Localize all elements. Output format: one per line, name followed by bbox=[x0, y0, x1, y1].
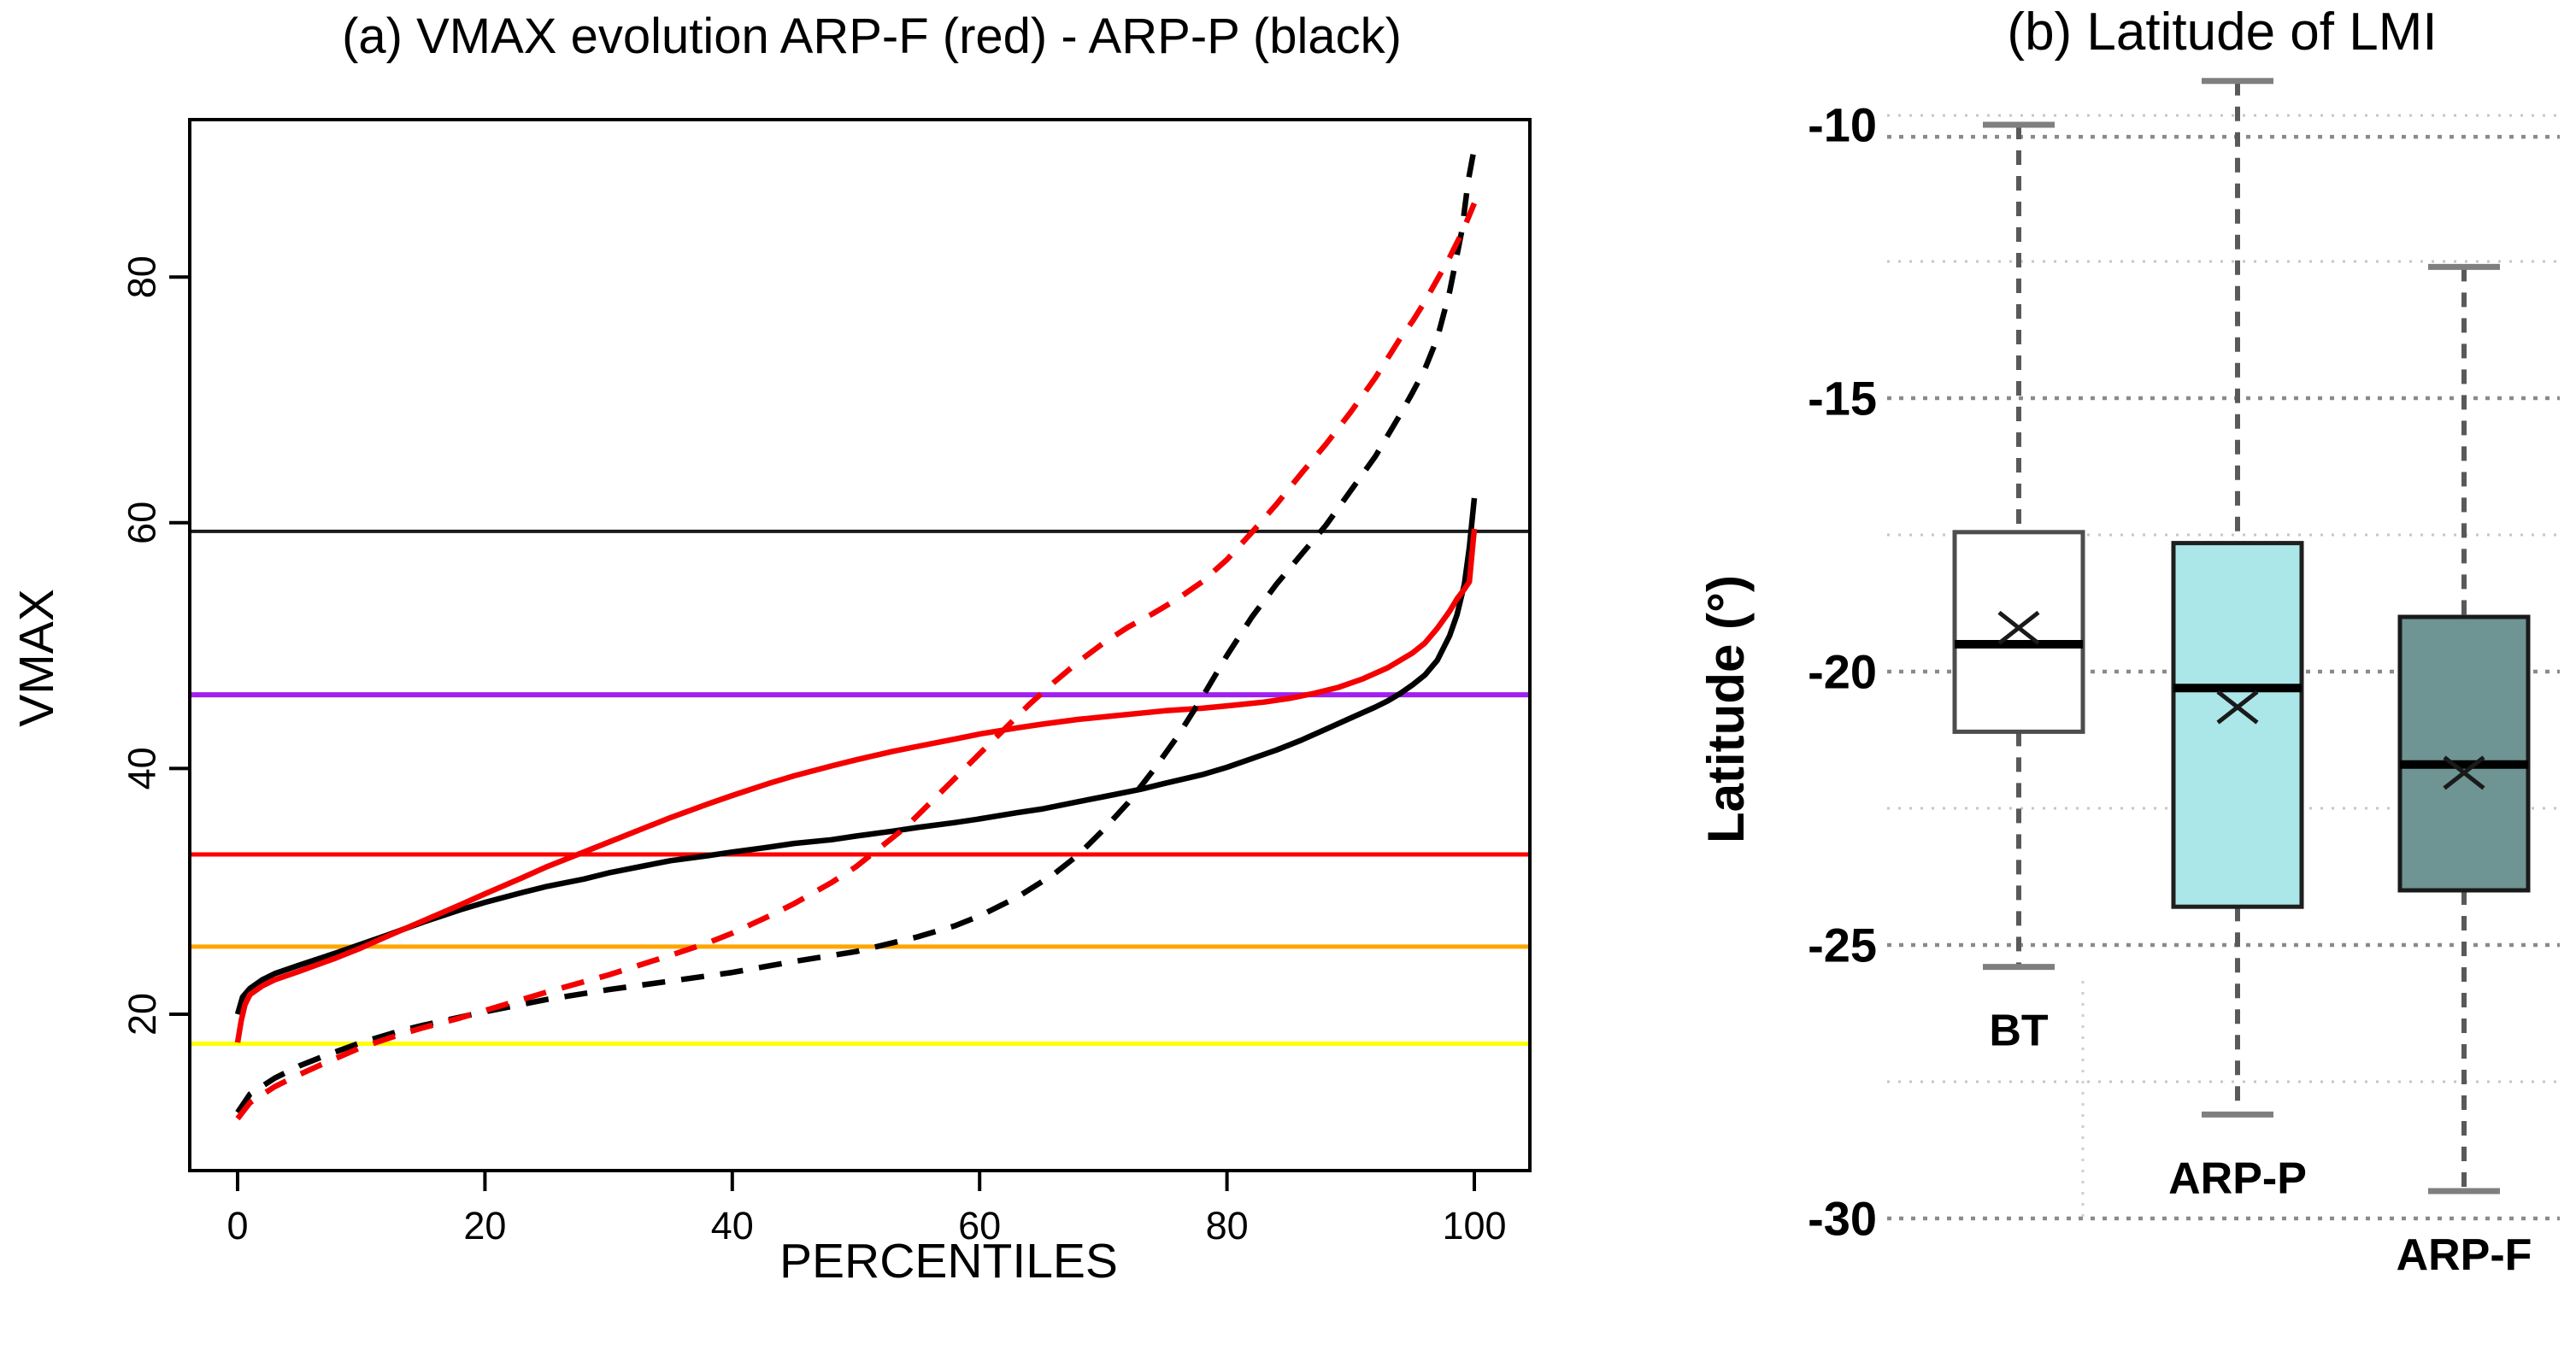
panel-a-x-ticks: 0 20 40 60 80 100 bbox=[226, 1171, 1507, 1247]
y-tick-label: -20 bbox=[1808, 645, 1877, 699]
category-label-arp-p: ARP-P bbox=[2168, 1153, 2307, 1203]
boxplot-arp-p bbox=[2171, 78, 2304, 1118]
mean-x-marker bbox=[2216, 690, 2259, 725]
panel-a-curves bbox=[234, 147, 1478, 1121]
x-tick-label: 0 bbox=[226, 1204, 248, 1247]
x-tick-label: 100 bbox=[1442, 1204, 1506, 1247]
y-tick-label: 60 bbox=[121, 502, 164, 544]
y-tick-label: -15 bbox=[1808, 372, 1877, 426]
curve-arp-p--black--dashed- bbox=[235, 147, 1478, 1114]
mean-x-marker bbox=[1997, 610, 2040, 645]
x-tick-label: 80 bbox=[1206, 1204, 1249, 1247]
panel-a-y-ticks: 20 40 60 80 bbox=[121, 255, 190, 1036]
iqr-box bbox=[2397, 614, 2531, 893]
panel-b: (b) Latitude of LMI Latitude (°) -10-15-… bbox=[1697, 3, 2560, 1280]
y-tick-label: -10 bbox=[1808, 98, 1877, 152]
panel-a-reference-lines bbox=[190, 529, 1530, 1047]
category-label-arp-f: ARP-F bbox=[2397, 1230, 2532, 1280]
curve-arp-f--red--solid- bbox=[234, 528, 1478, 1043]
panel-b-category-labels: BT ARP-P ARP-F bbox=[1989, 1007, 2532, 1280]
y-tick-label: -30 bbox=[1808, 1192, 1877, 1246]
boxplot-arp-f bbox=[2397, 263, 2531, 1195]
panel-a-title: (a) VMAX evolution ARP-F (red) - ARP-P (… bbox=[342, 9, 1402, 64]
iqr-box bbox=[2171, 541, 2304, 909]
y-tick-label: 20 bbox=[121, 993, 164, 1036]
mean-x-marker bbox=[2443, 755, 2485, 790]
panel-a-y-axis-label: VMAX bbox=[9, 589, 64, 727]
y-tick-label: -25 bbox=[1808, 919, 1877, 972]
panel-a: (a) VMAX evolution ARP-F (red) - ARP-P (… bbox=[9, 9, 1532, 1288]
boxplot-bt bbox=[1952, 121, 2085, 971]
x-tick-label: 20 bbox=[463, 1204, 506, 1247]
panel-a-plot-frame bbox=[188, 118, 1532, 1172]
panel-b-y-tick-labels: -10 -15 -20 -25 -30 bbox=[1808, 98, 1877, 1246]
panel-b-y-axis-label: Latitude (°) bbox=[1697, 575, 1755, 843]
panel-b-title: (b) Latitude of LMI bbox=[2007, 3, 2437, 62]
panel-b-boxplots bbox=[1952, 78, 2531, 1195]
curve-arp-f--red--dashed- bbox=[235, 202, 1478, 1121]
y-tick-label: 40 bbox=[121, 747, 164, 790]
y-tick-label: 80 bbox=[121, 255, 164, 298]
iqr-box bbox=[1952, 530, 2085, 734]
x-tick-label: 60 bbox=[958, 1204, 1001, 1247]
x-tick-label: 40 bbox=[711, 1204, 754, 1247]
curve-arp-p--black--solid- bbox=[234, 497, 1478, 1015]
category-label-bt: BT bbox=[1989, 1007, 2049, 1056]
panel-a-x-axis-label: PERCENTILES bbox=[779, 1234, 1118, 1288]
